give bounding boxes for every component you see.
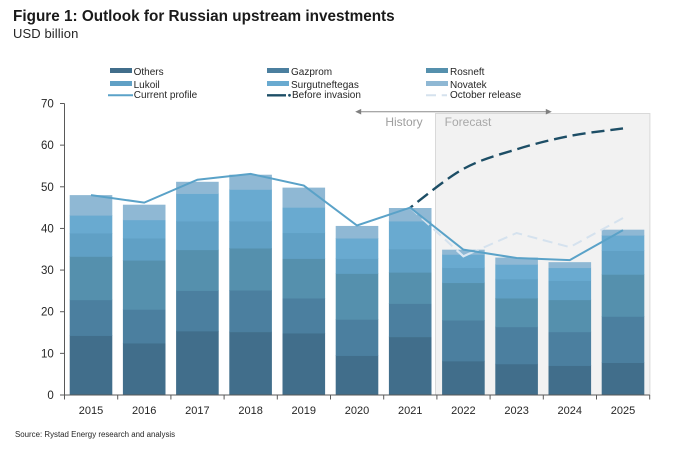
svg-text:Forecast: Forecast xyxy=(445,115,492,129)
svg-text:40: 40 xyxy=(41,223,54,235)
svg-text:2021: 2021 xyxy=(398,405,422,417)
svg-text:2020: 2020 xyxy=(345,405,369,417)
svg-text:70: 70 xyxy=(41,99,54,111)
svg-text:2016: 2016 xyxy=(132,405,156,417)
svg-text:2024: 2024 xyxy=(558,405,582,417)
svg-text:0: 0 xyxy=(47,390,53,402)
svg-text:2015: 2015 xyxy=(79,405,103,417)
svg-text:2023: 2023 xyxy=(504,405,528,417)
svg-text:50: 50 xyxy=(41,182,54,194)
svg-text:2025: 2025 xyxy=(611,405,635,417)
svg-text:History: History xyxy=(385,115,422,129)
svg-text:2019: 2019 xyxy=(292,405,316,417)
svg-text:60: 60 xyxy=(41,140,54,152)
svg-text:20: 20 xyxy=(41,307,54,319)
svg-text:2018: 2018 xyxy=(238,405,262,417)
svg-text:10: 10 xyxy=(41,348,54,360)
svg-text:2017: 2017 xyxy=(185,405,209,417)
svg-text:2022: 2022 xyxy=(451,405,475,417)
svg-text:30: 30 xyxy=(41,265,54,277)
